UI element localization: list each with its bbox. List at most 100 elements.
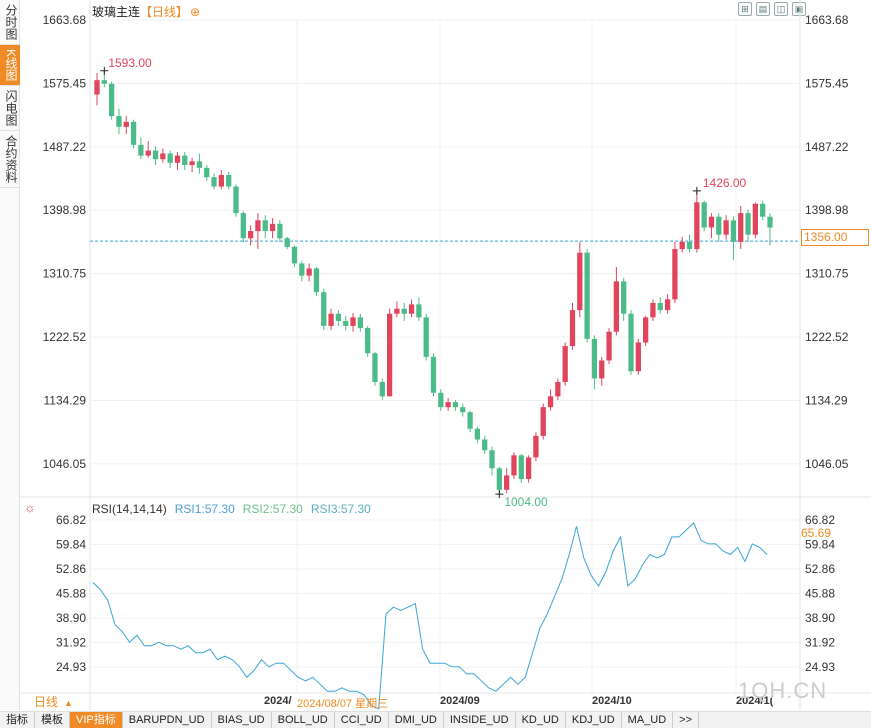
more-tabs-button[interactable]: >> xyxy=(673,712,700,728)
price-tick-left: 1663.68 xyxy=(43,13,87,27)
rsi-tick-left: 59.84 xyxy=(56,537,86,551)
price-tick-right: 1046.05 xyxy=(805,457,849,471)
tab-inside[interactable]: INSIDE_UD xyxy=(444,712,516,728)
candle-body xyxy=(730,220,737,242)
tab-bias[interactable]: BIAS_UD xyxy=(212,712,272,728)
period-selector-label: 日线 xyxy=(34,695,59,709)
price-tick-right: 1663.68 xyxy=(805,13,849,27)
tab-ma[interactable]: MA_UD xyxy=(622,712,674,728)
candle-body xyxy=(204,167,210,178)
candle-body xyxy=(343,320,349,326)
candle-body xyxy=(262,220,268,232)
candle-body xyxy=(365,328,371,354)
candle-body xyxy=(438,392,444,408)
add-indicator-icon[interactable]: ⊕ xyxy=(190,5,201,19)
high-marker-icon xyxy=(100,66,109,75)
candle-body xyxy=(467,412,473,429)
period-label[interactable]: 【日线】 xyxy=(140,5,189,19)
candle-body xyxy=(284,238,290,247)
candle-body xyxy=(679,241,685,250)
candle-body xyxy=(613,281,620,332)
low-price-label: 1004.00 xyxy=(504,495,548,509)
price-tick-right: 1575.45 xyxy=(805,76,849,90)
candle-body xyxy=(628,313,634,372)
maximize-icon[interactable]: ▣ xyxy=(792,2,806,16)
view-tabs: 分时图 K线图 闪电图 合约资料 xyxy=(0,0,20,710)
price-tick-right: 1222.52 xyxy=(805,330,849,344)
rsi-tick-right: 66.82 xyxy=(805,513,835,527)
tab-boll[interactable]: BOLL_UD xyxy=(272,712,335,728)
candle-body xyxy=(584,252,590,339)
tab-kdj[interactable]: KDJ_UD xyxy=(566,712,622,728)
candle-body xyxy=(518,455,524,480)
settings-icon[interactable]: ▤ xyxy=(756,2,770,16)
candle-body xyxy=(116,116,122,127)
candle-body xyxy=(379,382,385,397)
candle-body xyxy=(145,150,151,156)
current-price-label: 1356.00 xyxy=(801,229,869,246)
tab-kd[interactable]: KD_UD xyxy=(516,712,566,728)
candle-body xyxy=(621,281,627,314)
candle-body xyxy=(635,342,641,372)
recent-high-label: 1426.00 xyxy=(703,176,747,190)
candle-body xyxy=(760,203,766,217)
tab-dmi[interactable]: DMI_UD xyxy=(389,712,444,728)
candle-body xyxy=(386,313,393,397)
candle-body xyxy=(174,155,181,163)
candle-body xyxy=(716,216,722,235)
tab-timeshare[interactable]: 分时图 xyxy=(0,0,20,45)
tab-cci[interactable]: CCI_UD xyxy=(335,712,389,728)
candle-body xyxy=(767,216,773,228)
candle-body xyxy=(664,299,671,311)
tab-templates[interactable]: 模板 xyxy=(35,712,70,728)
rsi2-value: RSI2:57.30 xyxy=(242,502,303,516)
candle-body xyxy=(511,455,517,476)
candle-body xyxy=(606,331,612,361)
rsi-tick-right: 24.93 xyxy=(805,660,835,674)
fullscreen-icon[interactable]: ⊞ xyxy=(738,2,752,16)
candle-body xyxy=(525,457,532,480)
candle-body xyxy=(233,186,239,214)
candle-body xyxy=(496,468,502,490)
tab-indicators[interactable]: 指标 xyxy=(0,712,35,728)
tab-vip-indicators[interactable]: VIP指标 xyxy=(70,712,123,728)
candle-body xyxy=(650,302,656,318)
chart-toolbar: ⊞ ▤ ◫ ▣ xyxy=(738,2,806,16)
tab-barupdn[interactable]: BARUPDN_UD xyxy=(123,712,212,728)
brand-watermark: 1QH.CN xyxy=(738,678,828,703)
candle-body xyxy=(277,223,283,239)
price-tick-left: 1046.05 xyxy=(43,457,87,471)
candle-body xyxy=(540,407,546,436)
candle-body xyxy=(321,292,327,326)
candle-body xyxy=(672,249,678,300)
tab-kline[interactable]: K线图 xyxy=(0,45,20,87)
candle-body xyxy=(196,161,203,168)
candle-body xyxy=(708,216,715,228)
candle-body xyxy=(547,396,554,408)
candle-body xyxy=(577,252,583,311)
time-label: 2024/ xyxy=(264,695,292,707)
candle-body xyxy=(533,435,539,458)
indicator-settings-icon[interactable]: ☼ xyxy=(24,500,36,515)
candle-body xyxy=(328,313,334,326)
candle-body xyxy=(211,177,217,187)
candle-body xyxy=(489,450,495,469)
candle-body xyxy=(643,317,649,343)
candle-body xyxy=(745,213,751,235)
indicator-tab-bar: 指标 模板 VIP指标 BARUPDN_UD BIAS_UD BOLL_UD C… xyxy=(0,711,871,728)
time-label: 2024/1( xyxy=(736,695,774,707)
candle-body xyxy=(350,317,356,326)
candle-body xyxy=(218,175,224,187)
restore-icon[interactable]: ◫ xyxy=(774,2,788,16)
candle-body xyxy=(555,382,561,397)
rsi-tick-left: 31.92 xyxy=(56,635,86,649)
rsi-legend: RSI(14,14,14) RSI1:57.30 RSI2:57.30 RSI3… xyxy=(92,502,371,516)
crosshair-date-label: 2024/08/07 星期三 xyxy=(297,698,389,710)
tab-contract-info[interactable]: 合约资料 xyxy=(0,131,20,189)
tab-flash[interactable]: 闪电图 xyxy=(0,86,20,132)
period-selector[interactable]: 日线 ▲ xyxy=(20,694,90,710)
price-tick-left: 1398.98 xyxy=(43,203,87,217)
rsi-tick-left: 66.82 xyxy=(56,513,86,527)
